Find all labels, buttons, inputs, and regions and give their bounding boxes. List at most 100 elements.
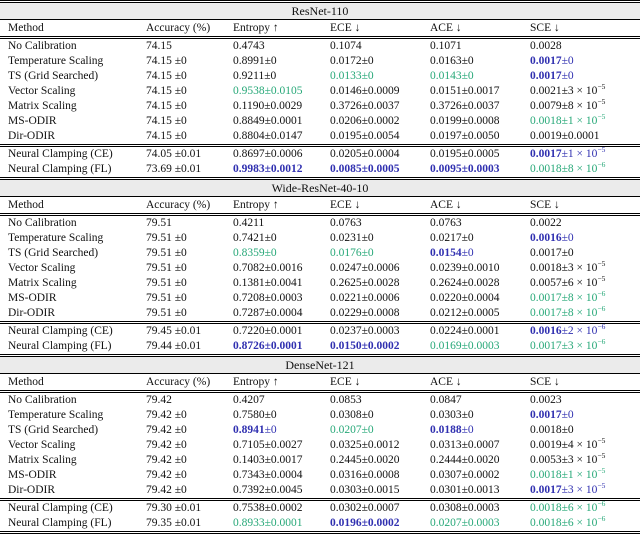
metric-cell: 0.8991±0 (233, 54, 330, 69)
metric-cell: 0.0188±0 (430, 423, 530, 438)
column-header: ACE ↓ (430, 22, 462, 34)
metric-cell: 0.8697±0.0006 (233, 147, 330, 162)
section-band: Wide-ResNet-40-10 (0, 180, 640, 196)
accuracy-cell: 79.51 ±0 (146, 247, 187, 259)
method-cell: Dir-ODIR (8, 130, 56, 142)
method-cell: Neural Clamping (CE) (8, 502, 113, 514)
metric-value: 0.0021 (530, 85, 562, 97)
metric-error: ±0 (461, 424, 474, 436)
accuracy-cell: 79.51 (146, 217, 172, 229)
metric-value: 0.0763 (430, 217, 462, 229)
metric-cell: 0.0022 (530, 216, 640, 231)
accuracy-cell: 74.15 ±0 (146, 115, 187, 127)
column-header: ECE ↓ (330, 22, 361, 34)
method-cell: MS-ODIR (8, 292, 57, 304)
double-rule (0, 321, 640, 324)
single-rule (0, 196, 640, 197)
section-title: Wide-ResNet-40-10 (271, 180, 369, 195)
metric-error: ±0 (361, 232, 374, 244)
metric-cell: 0.0221±0.0006 (330, 291, 430, 306)
metric-error: ±0.0016 (264, 262, 303, 274)
table-row: Neural Clamping (FL) 73.69 ±0.01 0.9983±0.… (0, 160, 640, 177)
metric-value: 0.0143 (430, 70, 462, 82)
metric-cell: 0.7105±0.0027 (233, 438, 330, 453)
metric-value: 0.3726 (430, 100, 462, 112)
metric-error: ±0.0003 (264, 292, 303, 304)
metric-error: ±0.0020 (461, 454, 500, 466)
metric-error: ±0.0002 (361, 340, 400, 352)
metric-cell: 0.0018±0 (530, 423, 640, 438)
table-row: No Calibration 74.15 0.4743 0.1074 0.1071 0.0… (0, 39, 640, 54)
double-rule (0, 213, 640, 216)
metric-cell: 0.0019±4 × 10−5 (530, 437, 640, 453)
metric-cell: 0.0146±0.0009 (330, 84, 430, 99)
table-row: Temperature Scaling 79.51 ±0 0.7421±0 0.023… (0, 231, 640, 246)
metric-error: ±0.0001 (561, 130, 600, 142)
exponent: −5 (597, 481, 606, 491)
metric-error: ±0.0050 (461, 130, 500, 142)
metric-value: 0.0154 (430, 247, 462, 259)
metric-error: ±0.0009 (361, 85, 400, 97)
column-header: ECE ↓ (330, 199, 361, 211)
metric-value: 0.0018 (530, 115, 562, 127)
accuracy-cell: 74.15 ±0 (146, 70, 187, 82)
metric-error: ±0 (461, 247, 474, 259)
accuracy-cell: 79.42 ±0 (146, 454, 187, 466)
metric-value: 0.0237 (330, 325, 362, 337)
metric-cell: 0.0169±0.0003 (430, 339, 530, 354)
exponent: −6 (597, 289, 606, 299)
metric-cell: 0.8941±0 (233, 423, 330, 438)
exponent: −5 (597, 259, 606, 269)
metric-value: 0.0196 (330, 517, 362, 529)
accuracy-cell: 79.42 ±0 (146, 469, 187, 481)
accuracy-cell: 73.69 ±0.01 (146, 163, 202, 175)
metric-value: 0.0221 (330, 292, 362, 304)
method-cell: Temperature Scaling (8, 55, 104, 67)
exponent: −5 (597, 112, 606, 122)
exponent: −5 (597, 466, 606, 476)
table-row: No Calibration 79.42 0.4207 0.0853 0.0847 0.0… (0, 393, 640, 408)
metric-cell: 0.0197±0.0050 (430, 129, 530, 144)
metric-error: ±0.0015 (361, 484, 400, 496)
metric-cell: 0.9983±0.0012 (233, 162, 330, 177)
metric-value: 0.0095 (430, 163, 462, 175)
column-header: Accuracy (%) (146, 199, 211, 211)
exponent: −6 (597, 160, 606, 170)
exponent: −5 (597, 97, 606, 107)
metric-value: 0.0172 (330, 55, 362, 67)
metric-error: ±0.0004 (264, 469, 303, 481)
metric-error: ±0.0001 (461, 325, 500, 337)
metric-value: 0.0229 (330, 307, 362, 319)
metric-error: ±0.0001 (264, 517, 303, 529)
method-cell: Dir-ODIR (8, 484, 56, 496)
metric-cell: 0.0207±0.0003 (430, 516, 530, 531)
metric-value: 0.0028 (530, 40, 562, 52)
column-header: Method (8, 22, 44, 34)
table-row: TS (Grid Searched) 79.42 ±0 0.8941±0 0.0207… (0, 423, 640, 438)
column-header-row: Method Accuracy (%) Entropy ↑ ECE ↓ ACE ↓ SCE… (0, 20, 640, 36)
metric-cell: 0.9211±0 (233, 69, 330, 84)
metric-error: ±0 (561, 232, 574, 244)
metric-cell: 0.3726±0.0037 (330, 99, 430, 114)
method-cell: Matrix Scaling (8, 454, 77, 466)
metric-cell: 0.7208±0.0003 (233, 291, 330, 306)
metric-error: ±0 (361, 70, 374, 82)
column-header: Entropy ↑ (233, 376, 279, 388)
exponent: −6 (597, 322, 606, 332)
metric-cell: 0.2625±0.0028 (330, 276, 430, 291)
metric-value: 0.9538 (233, 85, 265, 97)
metric-error: ±0.0020 (361, 454, 400, 466)
exponent: −5 (597, 274, 606, 284)
metric-error: ±3 × 10−5 (561, 259, 606, 274)
method-cell: Neural Clamping (FL) (8, 517, 112, 529)
metric-value: 0.0313 (430, 439, 462, 451)
metric-error: ±1 × 10−5 (561, 466, 606, 481)
method-cell: Neural Clamping (CE) (8, 148, 113, 160)
metric-value: 0.0018 (530, 517, 562, 529)
metric-cell: 0.0018±6 × 10−6 (530, 500, 640, 516)
metric-error: ±0.0003 (461, 163, 500, 175)
metric-value: 0.0239 (430, 262, 462, 274)
metric-error: ±8 × 10−6 (561, 304, 606, 319)
table-row: Temperature Scaling 79.42 ±0 0.7580±0 0.030… (0, 408, 640, 423)
metric-error: ±3 × 10−5 (561, 481, 606, 496)
